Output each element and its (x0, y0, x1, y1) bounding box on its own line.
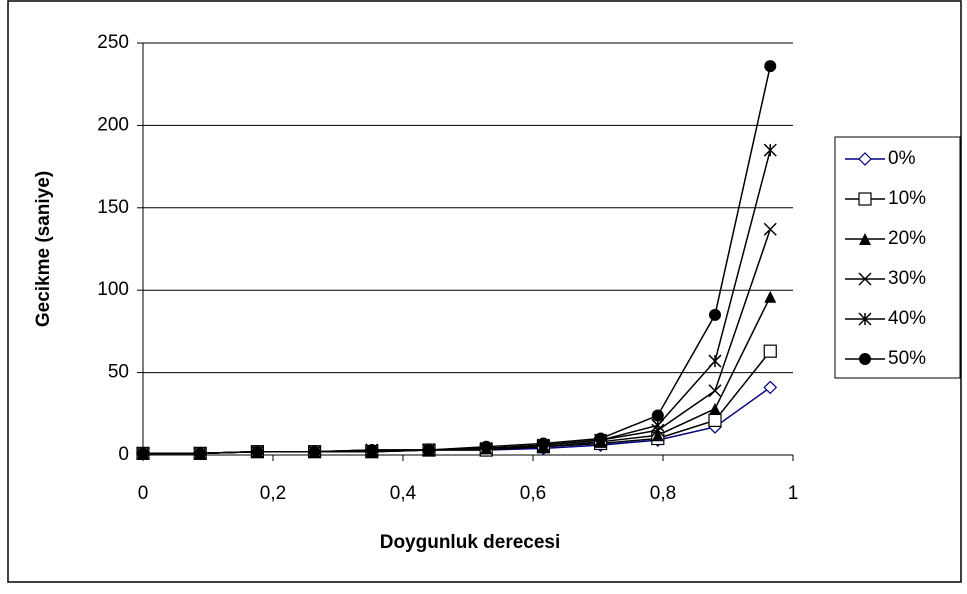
marker (763, 380, 778, 395)
series-line (143, 65, 771, 455)
legend-label: 30% (888, 268, 926, 289)
y-tick-label: 50 (108, 362, 129, 383)
series-line (143, 296, 771, 455)
marker (594, 432, 607, 445)
y-tick-label: 100 (97, 279, 129, 300)
x-axis-label: Doygunluk derecesi (380, 532, 561, 553)
marker (858, 152, 872, 166)
marker (708, 413, 722, 427)
marker (764, 60, 777, 73)
x-tick-label: 0,2 (260, 483, 286, 504)
legend-label: 40% (888, 308, 926, 329)
marker (308, 445, 321, 458)
marker (423, 444, 435, 457)
marker (763, 222, 777, 236)
x-tick-label: 0,4 (390, 483, 417, 504)
marker (764, 290, 777, 303)
series-line (143, 149, 771, 455)
marker (858, 272, 872, 286)
y-tick-label: 250 (97, 32, 129, 53)
marker (480, 440, 493, 453)
marker (709, 308, 721, 321)
marker (709, 402, 721, 415)
marker (537, 437, 550, 450)
marker (859, 233, 871, 245)
x-tick-label: 0,6 (520, 483, 546, 504)
legend-label: 20% (888, 228, 926, 249)
marker (858, 192, 872, 206)
x-tick-label: 0 (138, 483, 149, 504)
marker (763, 143, 777, 157)
marker (708, 384, 722, 398)
marker (651, 409, 664, 422)
marker (365, 444, 378, 457)
y-tick-label: 0 (118, 444, 129, 465)
marker (137, 447, 149, 460)
legend-label: 0% (888, 148, 916, 169)
marker (763, 344, 777, 358)
y-axis-label: Gecikme (saniye) (33, 171, 54, 327)
series-line (143, 228, 771, 455)
series-line (143, 350, 771, 455)
marker (251, 445, 264, 458)
marker (708, 354, 722, 368)
x-tick-label: 1 (788, 483, 799, 504)
marker (858, 312, 872, 326)
chart-border (7, 0, 962, 583)
legend-box (834, 136, 961, 379)
y-tick-label: 150 (97, 197, 129, 218)
marker (194, 447, 207, 460)
legend-label: 10% (888, 188, 926, 209)
marker (859, 353, 871, 365)
legend-label: 50% (888, 348, 926, 369)
series-line (143, 386, 771, 455)
x-tick-label: 0,8 (650, 483, 676, 504)
y-tick-label: 200 (97, 114, 129, 135)
marker (651, 429, 664, 442)
